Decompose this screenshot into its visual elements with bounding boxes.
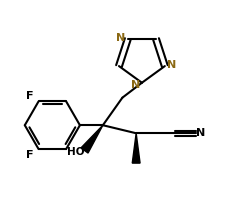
Text: HO: HO [67,147,84,157]
Text: N: N [196,128,206,138]
Polygon shape [132,133,140,163]
Text: F: F [26,150,33,160]
Text: N: N [131,79,140,90]
Text: N: N [167,60,176,70]
Polygon shape [81,125,103,153]
Text: F: F [26,91,33,101]
Text: N: N [116,33,125,43]
